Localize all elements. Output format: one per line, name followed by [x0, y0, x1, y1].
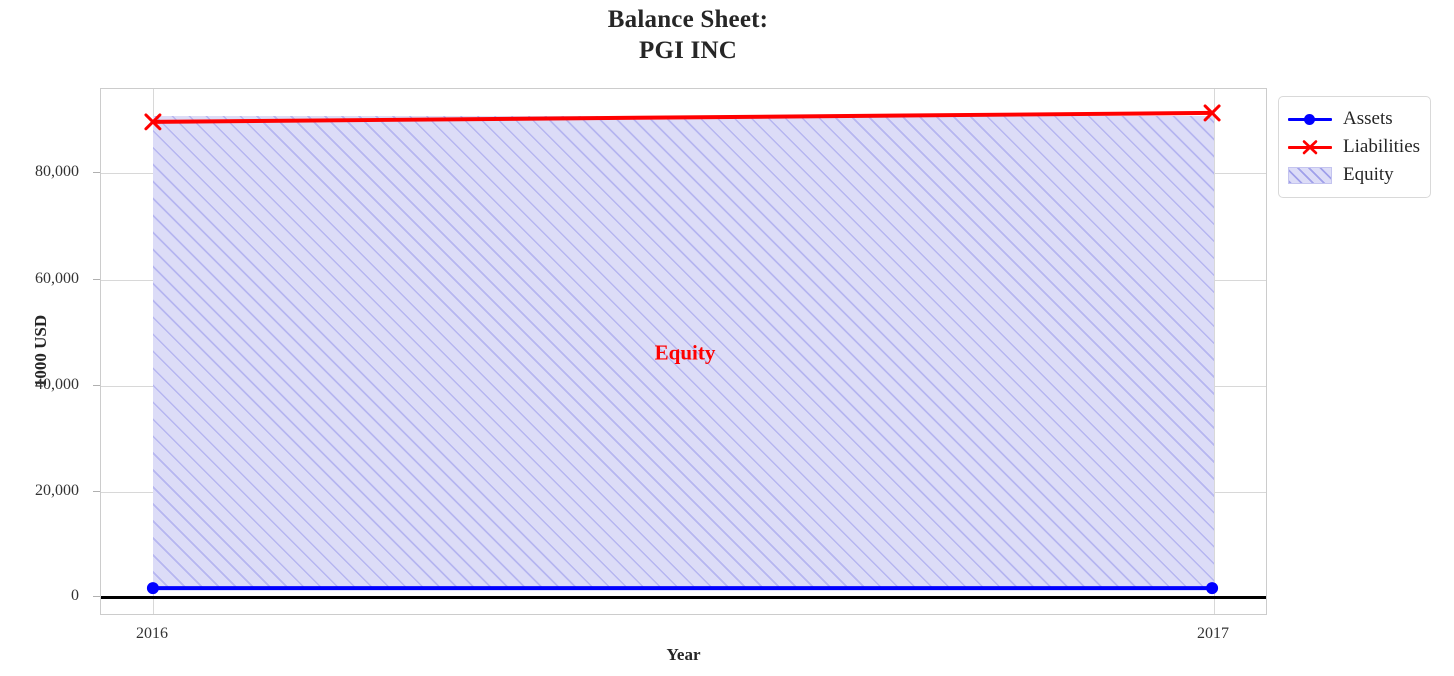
chart-legend[interactable]: Assets Liabilities Equity [1278, 96, 1432, 198]
chart-title-line-2: PGI INC [639, 37, 737, 64]
y-tick-label-60000: 60,000 [35, 270, 79, 287]
equity-hatch-pattern [153, 116, 1214, 590]
x-tick-label-2017: 2017 [1197, 625, 1229, 642]
x-tick-label-2016: 2016 [136, 625, 168, 642]
legend-item-liabilities[interactable]: Liabilities [1287, 133, 1420, 161]
y-tick-mark-60000 [93, 279, 100, 281]
series-line-liabilities [152, 110, 1213, 124]
y-tick-label-80000: 80,000 [35, 163, 79, 180]
y-tick-label-20000: 20,000 [35, 482, 79, 499]
y-tick-label-40000: 40,000 [35, 376, 79, 393]
x-marker-icon [1287, 137, 1333, 157]
zero-baseline [101, 596, 1266, 599]
data-series-overlay [144, 104, 1221, 595]
chart-title-line-1: Balance Sheet: [607, 6, 769, 33]
circle-marker-icon [1287, 109, 1333, 129]
plot-area: Equity [100, 88, 1267, 615]
legend-label-assets: Assets [1343, 108, 1393, 129]
hatched-patch-icon [1287, 165, 1333, 185]
equity-annotation: Equity [654, 340, 716, 365]
legend-item-equity[interactable]: Equity [1287, 161, 1420, 189]
y-tick-mark-0 [93, 596, 100, 598]
equity-area-fill [153, 116, 1214, 590]
y-tick-mark-40000 [93, 385, 100, 387]
series-markers-assets [146, 582, 1219, 595]
chart-title: Balance Sheet: PGI INC [0, 4, 1376, 66]
legend-label-equity: Equity [1343, 164, 1394, 185]
x-axis-label: Year [666, 645, 701, 664]
series-markers-liabilities [144, 104, 1221, 131]
legend-label-liabilities: Liabilities [1343, 136, 1421, 157]
legend-item-assets[interactable]: Assets [1287, 105, 1420, 133]
gridline-x-2017 [1214, 89, 1215, 614]
y-tick-label-0: 0 [71, 587, 79, 604]
y-tick-mark-20000 [93, 491, 100, 493]
y-tick-mark-80000 [93, 172, 100, 174]
